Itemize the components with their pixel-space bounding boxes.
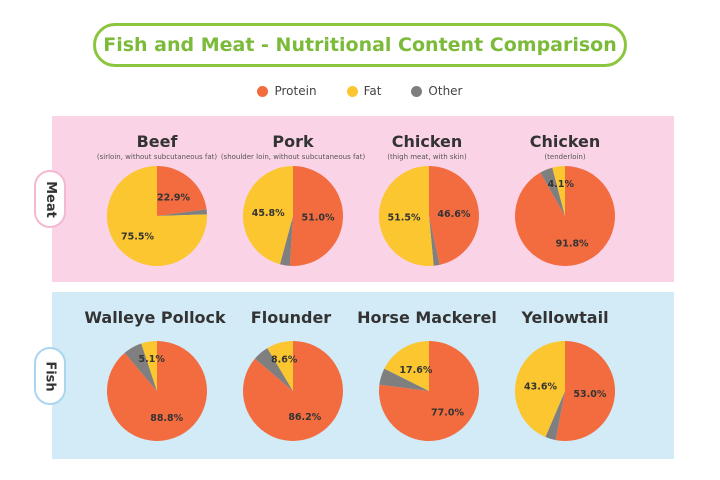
data-label-fat-fish-horse-mackerel-2: 17.6% bbox=[399, 365, 432, 376]
pie-slice-protein-meat-beef-0 bbox=[157, 165, 207, 216]
data-label-fat-meat-chicken-3: 4.1% bbox=[548, 179, 575, 190]
pie-slice-other-fish-yellowtail-3 bbox=[545, 391, 565, 441]
pie-slice-protein-fish-flounder-1 bbox=[243, 341, 344, 441]
chart-subtitle-chicken-tenderloin: (tenderloin) bbox=[544, 153, 586, 161]
pie-slice-fat-fish-yellowtail-3 bbox=[515, 341, 565, 438]
legend-item-fat: Fat bbox=[346, 84, 382, 98]
pie-slice-fat-meat-beef-0 bbox=[107, 166, 208, 266]
pie-slice-other-meat-chicken-2 bbox=[429, 216, 440, 266]
data-label-protein-fish-horse-mackerel-2: 77.0% bbox=[431, 408, 464, 419]
legend-label-protein: Protein bbox=[274, 84, 317, 98]
legend-item-protein: Protein bbox=[257, 84, 317, 98]
legend-item-other: Other bbox=[411, 84, 463, 98]
data-label-protein-meat-beef-0: 22.9% bbox=[157, 193, 190, 204]
data-label-fat-fish-yellowtail-3: 43.6% bbox=[524, 382, 557, 393]
chart-title-text: Fish and Meat - Nutritional Content Comp… bbox=[103, 34, 617, 56]
pie-slice-other-meat-pork-1 bbox=[279, 216, 293, 266]
chart-title-yellowtail: Yellowtail bbox=[521, 308, 609, 327]
pie-slice-fat-fish-horse-mackerel-2 bbox=[384, 341, 429, 391]
chart-subtitle-pork: (shoulder loin, without subcutaneous fat… bbox=[220, 153, 366, 161]
chart-title-flounder: Flounder bbox=[250, 308, 332, 327]
legend-swatch-fat bbox=[346, 85, 358, 97]
pie-slice-fat-fish-flounder-1 bbox=[267, 341, 293, 391]
legend: Protein Fat Other bbox=[0, 84, 720, 98]
fish-group-tab: Fish bbox=[34, 347, 66, 405]
legend-swatch-other bbox=[411, 85, 423, 97]
meat-group-tab: Meat bbox=[34, 170, 66, 228]
legend-label-fat: Fat bbox=[363, 84, 382, 98]
pie-slice-fat-fish-walleye-pollock-0 bbox=[141, 341, 157, 391]
data-label-protein-fish-walleye-pollock-0: 88.8% bbox=[150, 413, 183, 424]
chart-title-beef: Beef bbox=[136, 132, 178, 151]
chart-title-chicken-thigh: Chicken bbox=[391, 132, 463, 151]
data-label-fat-meat-chicken-2: 51.5% bbox=[388, 213, 421, 224]
data-label-fat-fish-walleye-pollock-0: 5.1% bbox=[139, 354, 166, 365]
pie-slice-protein-meat-chicken-2 bbox=[429, 166, 479, 265]
chart-title-pork: Pork bbox=[272, 132, 314, 151]
pie-slice-other-fish-walleye-pollock-0 bbox=[124, 343, 157, 391]
pie-slice-fat-meat-pork-1 bbox=[242, 166, 293, 265]
pie-slice-other-meat-chicken-3 bbox=[540, 167, 565, 216]
data-label-protein-meat-chicken-2: 46.6% bbox=[437, 209, 470, 220]
data-label-protein-meat-pork-1: 51.0% bbox=[302, 212, 335, 223]
pie-slice-protein-fish-walleye-pollock-0 bbox=[107, 341, 208, 442]
data-label-protein-meat-chicken-3: 91.8% bbox=[556, 239, 589, 250]
pie-slice-other-fish-horse-mackerel-2 bbox=[379, 368, 429, 391]
pie-slice-fat-meat-chicken-2 bbox=[379, 166, 434, 266]
pie-slice-protein-meat-pork-1 bbox=[289, 166, 344, 266]
chart-title-horse-mackerel: Horse Mackerel bbox=[357, 308, 497, 327]
pie-slice-protein-meat-chicken-3 bbox=[514, 166, 615, 267]
legend-swatch-protein bbox=[257, 85, 269, 97]
data-label-fat-fish-flounder-1: 8.6% bbox=[271, 355, 298, 366]
chart-subtitle-beef: (sirloin, without subcutaneous fat) bbox=[96, 153, 218, 161]
data-label-protein-fish-yellowtail-3: 53.0% bbox=[573, 389, 606, 400]
pie-slice-protein-fish-horse-mackerel-2 bbox=[378, 341, 479, 441]
pie-slice-fat-meat-chicken-3 bbox=[552, 166, 565, 216]
chart-title-walleye-pollock: Walleye Pollock bbox=[84, 308, 226, 327]
chart-title-chicken-tenderloin: Chicken bbox=[529, 132, 601, 151]
data-label-fat-meat-pork-1: 45.8% bbox=[252, 208, 285, 219]
chart-title: Fish and Meat - Nutritional Content Comp… bbox=[93, 23, 627, 67]
legend-label-other: Other bbox=[428, 84, 463, 98]
pie-slice-other-fish-flounder-1 bbox=[254, 348, 293, 391]
pie-slice-protein-fish-yellowtail-3 bbox=[555, 341, 616, 441]
chart-subtitle-chicken-thigh: (thigh meat, with skin) bbox=[387, 153, 467, 161]
data-label-protein-fish-flounder-1: 86.2% bbox=[288, 412, 321, 423]
data-label-fat-meat-beef-0: 75.5% bbox=[121, 232, 154, 243]
pie-slice-other-meat-beef-0 bbox=[157, 209, 207, 216]
